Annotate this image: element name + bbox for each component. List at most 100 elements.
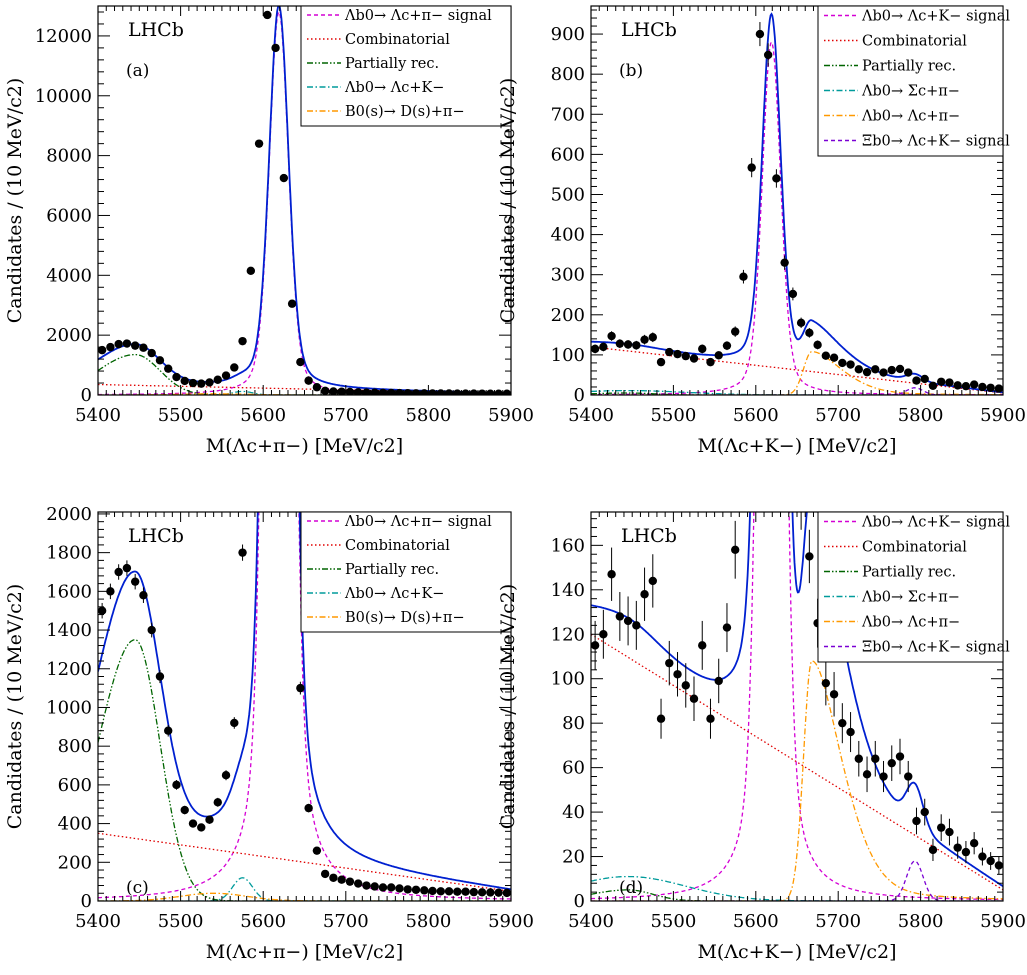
data-point bbox=[378, 883, 388, 892]
data-points bbox=[98, 10, 511, 395]
y-tick-label: 500 bbox=[551, 184, 585, 205]
experiment-label: LHCb bbox=[128, 525, 184, 547]
legend-entry: Partially rec. bbox=[345, 562, 439, 578]
y-tick-label: 80 bbox=[562, 713, 585, 734]
x-tick-label: 5600 bbox=[240, 911, 286, 932]
x-tick-label: 5600 bbox=[240, 405, 286, 426]
data-point bbox=[304, 803, 313, 813]
data-point bbox=[461, 887, 470, 896]
data-point bbox=[337, 875, 346, 884]
legend-entry: Λb0→ Σc+π− bbox=[861, 590, 960, 606]
y-tick-label: 0 bbox=[81, 891, 92, 912]
y-axis-label: Candidates / (10 MeV/c2) bbox=[497, 584, 519, 830]
data-point bbox=[238, 336, 247, 346]
data-point bbox=[656, 357, 666, 367]
data-point bbox=[763, 50, 773, 60]
data-point bbox=[345, 387, 355, 395]
x-tick-label: 5700 bbox=[815, 405, 861, 426]
data-point bbox=[961, 381, 971, 391]
data-point bbox=[838, 718, 847, 728]
data-point bbox=[599, 630, 608, 639]
data-point bbox=[714, 351, 723, 360]
y-tick-label: 0 bbox=[81, 385, 92, 406]
data-point bbox=[994, 384, 1003, 393]
data-point bbox=[130, 341, 140, 350]
data-point bbox=[486, 389, 495, 395]
data-point bbox=[147, 625, 156, 635]
experiment-label: LHCb bbox=[621, 525, 677, 547]
data-point bbox=[961, 847, 971, 857]
y-tick-label: 6000 bbox=[46, 205, 92, 226]
data-point bbox=[197, 379, 206, 388]
legend-entry: Partially rec. bbox=[862, 565, 956, 581]
data-point bbox=[106, 587, 115, 596]
curve-signal bbox=[98, 512, 511, 900]
curve-linear bbox=[98, 832, 511, 892]
data-point bbox=[188, 378, 198, 388]
x-tick-label: 5400 bbox=[75, 405, 121, 426]
y-tick-label: 40 bbox=[562, 802, 585, 823]
data-point bbox=[895, 364, 905, 374]
experiment-label: LHCb bbox=[621, 19, 677, 41]
data-point bbox=[180, 805, 189, 815]
data-point bbox=[387, 388, 396, 395]
x-axis-label: M(Λc+K−) [MeV/c2] bbox=[697, 435, 896, 457]
data-point bbox=[615, 612, 625, 621]
legend-entry: Combinatorial bbox=[345, 32, 450, 48]
data-point bbox=[98, 345, 107, 355]
data-point bbox=[420, 886, 429, 895]
y-tick-label: 1200 bbox=[46, 659, 92, 680]
data-point bbox=[912, 816, 921, 826]
data-point bbox=[871, 365, 880, 374]
y-tick-label: 60 bbox=[562, 758, 585, 779]
data-point bbox=[846, 727, 855, 737]
data-point bbox=[337, 387, 346, 395]
data-point bbox=[623, 340, 633, 349]
data-point bbox=[632, 341, 641, 350]
y-tick-label: 0 bbox=[574, 385, 585, 406]
x-tick-label: 5500 bbox=[650, 405, 696, 426]
data-point bbox=[953, 381, 962, 390]
data-point bbox=[904, 368, 913, 377]
x-tick-label: 5800 bbox=[898, 405, 944, 426]
data-point bbox=[871, 754, 880, 763]
y-tick-label: 300 bbox=[551, 265, 585, 286]
x-tick-label: 5400 bbox=[568, 911, 614, 932]
data-point bbox=[370, 388, 379, 395]
data-point bbox=[978, 382, 987, 392]
data-point bbox=[879, 772, 888, 781]
data-point bbox=[591, 641, 600, 650]
data-point bbox=[615, 339, 625, 348]
data-point bbox=[681, 351, 690, 361]
panel-label: (a) bbox=[126, 61, 149, 81]
y-tick-label: 600 bbox=[58, 775, 92, 796]
data-point bbox=[155, 356, 165, 365]
data-point bbox=[829, 353, 839, 362]
legend-entry: Λb0→ Λc+π− bbox=[861, 615, 960, 631]
legend: Λb0→ Λc+K− signal Combinatorial Partially … bbox=[817, 511, 1010, 663]
curve-total bbox=[591, 512, 1003, 888]
data-point bbox=[904, 772, 913, 781]
data-point bbox=[986, 856, 995, 866]
data-point bbox=[477, 888, 487, 897]
x-axis-label: M(Λc+π−) [MeV/c2] bbox=[206, 435, 403, 457]
data-point bbox=[411, 389, 421, 395]
data-point bbox=[188, 819, 198, 828]
data-point bbox=[164, 364, 173, 373]
fit-curves bbox=[98, 512, 511, 901]
legend: Λb0→ Λc+π− signal Combinatorial Partially … bbox=[300, 5, 512, 127]
data-point bbox=[937, 377, 946, 386]
data-point bbox=[928, 381, 938, 390]
data-point bbox=[172, 780, 181, 790]
x-tick-label: 5700 bbox=[323, 405, 369, 426]
data-point bbox=[155, 672, 165, 681]
data-point bbox=[607, 570, 616, 579]
x-axis-label: M(Λc+K−) [MeV/c2] bbox=[697, 941, 896, 963]
data-point bbox=[246, 266, 256, 276]
legend-entry: Λb0→ Σc+π− bbox=[861, 84, 960, 100]
data-point bbox=[353, 388, 363, 395]
curve-signal bbox=[591, 512, 1003, 901]
data-point bbox=[296, 683, 305, 693]
data-point bbox=[854, 754, 863, 763]
data-point bbox=[879, 368, 888, 377]
